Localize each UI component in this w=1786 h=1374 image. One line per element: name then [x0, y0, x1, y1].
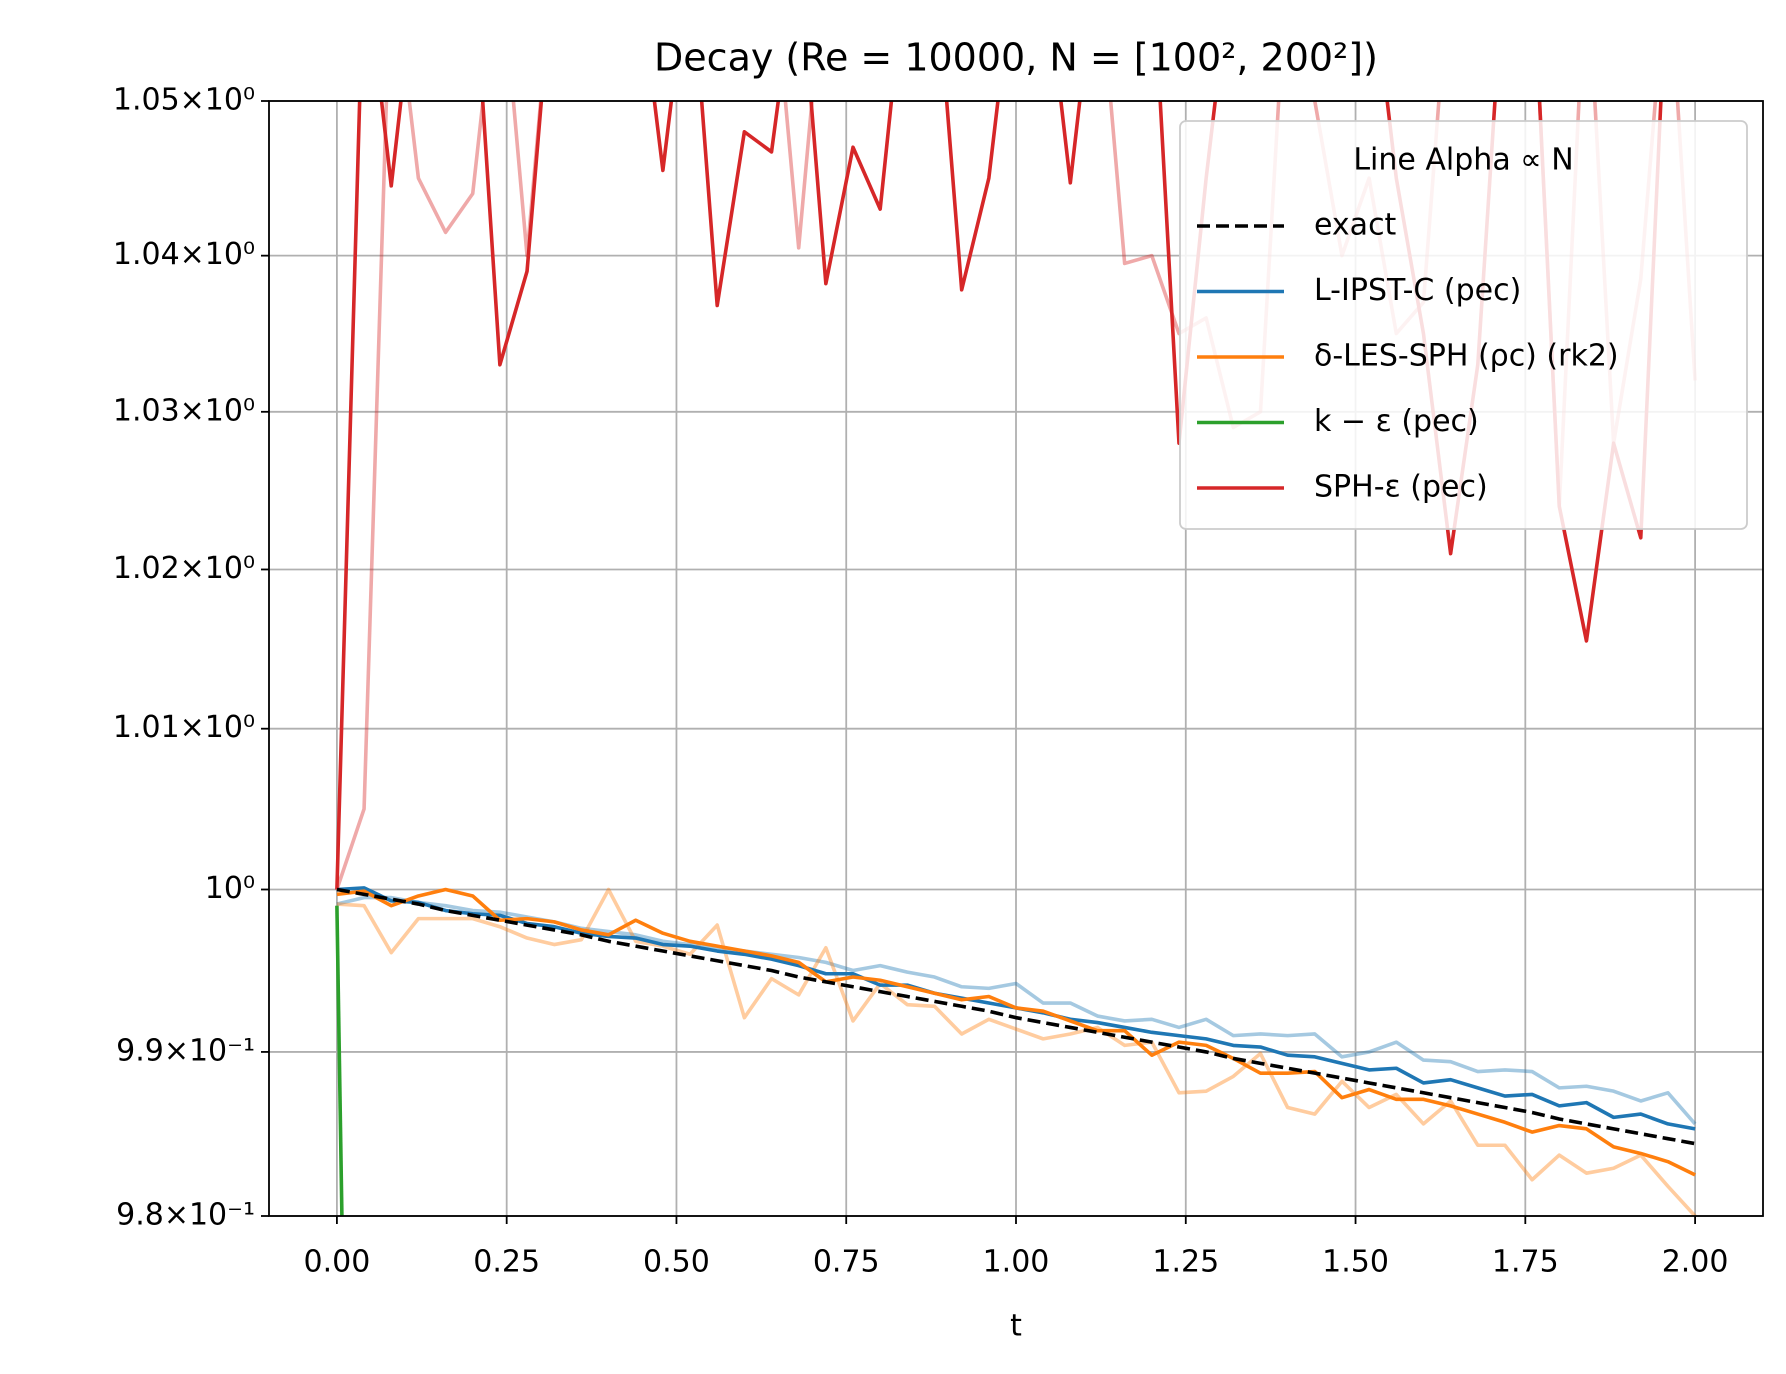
low-res-line — [336, 887, 1697, 1216]
legend: Line Alpha ∝ N exact L-IPST-C (pec) δ-LES-S… — [1179, 120, 1748, 530]
chart-title: Decay (Re = 10000, N = [100², 200²]) — [654, 36, 1378, 80]
y-tick-label: 1.05×10⁰ — [113, 83, 255, 118]
legend-label: k − ε (pec) — [1314, 404, 1479, 439]
y-tick-label: 1.02×10⁰ — [113, 551, 255, 586]
x-tick-label: 0.75 — [813, 1245, 880, 1280]
x-tick-label: 0.25 — [473, 1245, 540, 1280]
x-tick-label: 2.00 — [1662, 1245, 1729, 1280]
x-tick-label: 1.00 — [983, 1245, 1050, 1280]
legend-title: Line Alpha ∝ N — [1353, 143, 1573, 178]
y-tick-label: 1.01×10⁰ — [113, 710, 255, 745]
y-tick-label: 10⁰ — [205, 871, 255, 906]
x-tick-label: 0.00 — [304, 1245, 371, 1280]
series-line — [335, 905, 344, 1216]
series-line — [336, 887, 1696, 1177]
legend-box — [1179, 120, 1748, 530]
y-tick-label: 1.04×10⁰ — [113, 237, 255, 272]
legend-label: SPH-ε (pec) — [1314, 470, 1488, 505]
y-tick-label: 1.03×10⁰ — [113, 393, 255, 428]
x-tick-label: 1.75 — [1492, 1245, 1559, 1280]
legend-label: L-IPST-C (pec) — [1314, 273, 1521, 308]
y-tick-label: 9.8×10⁻¹ — [116, 1198, 255, 1233]
legend-label: δ-LES-SPH (ρc) (rk2) — [1314, 339, 1619, 374]
legend-label: exact — [1314, 208, 1397, 243]
series-line — [336, 887, 1696, 1146]
x-tick-label: 1.25 — [1152, 1245, 1219, 1280]
y-tick-label: 9.9×10⁻¹ — [116, 1033, 255, 1068]
x-tick-label: 0.50 — [643, 1245, 710, 1280]
x-tick-label: 1.50 — [1322, 1245, 1389, 1280]
x-axis-label: t — [1010, 1309, 1022, 1344]
